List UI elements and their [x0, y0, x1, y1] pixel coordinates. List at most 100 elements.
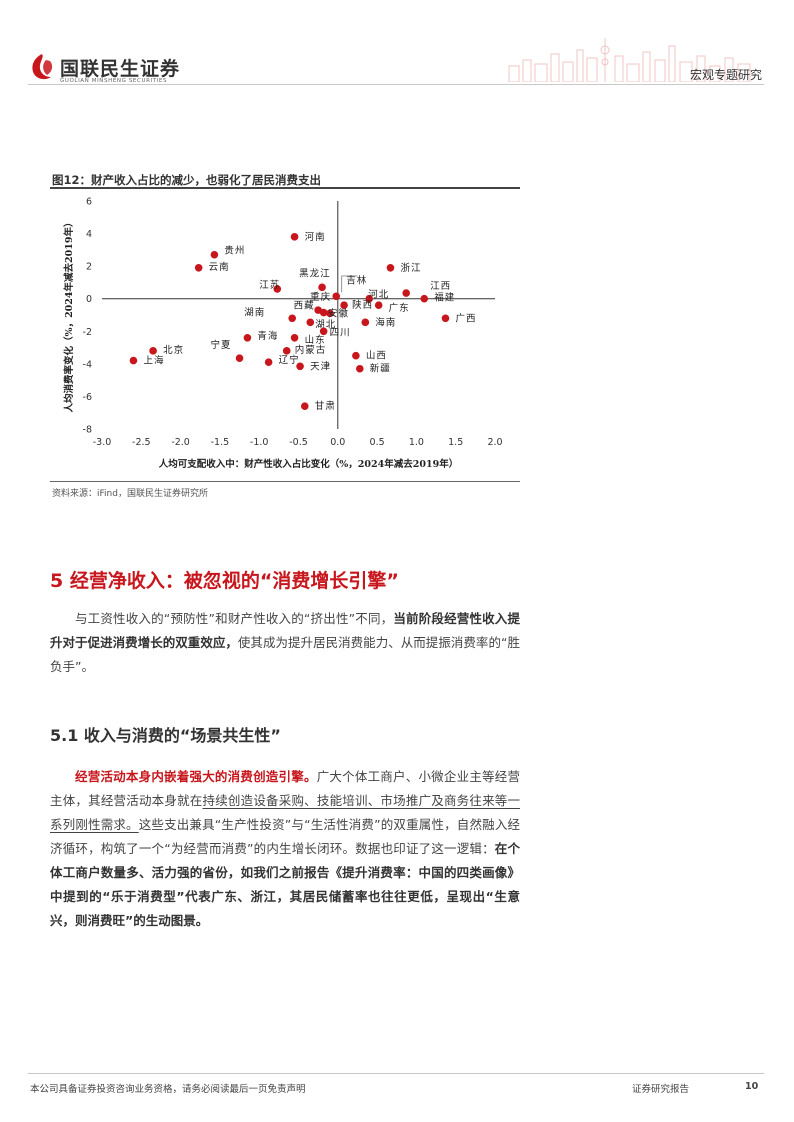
data-point: [441, 314, 450, 323]
x-tick-label: 0.5: [370, 437, 385, 448]
point-label: 河南: [305, 231, 326, 243]
point-label: 云南: [209, 261, 230, 273]
data-point: [235, 354, 244, 362]
data-point: [374, 301, 383, 310]
point-label: 新疆: [370, 363, 391, 375]
data-point: [264, 358, 273, 367]
footer-report-label: 证券研究报告: [632, 1084, 690, 1095]
skyline-decoration-icon: [508, 38, 751, 82]
data-point: [340, 301, 348, 310]
point-label: 江苏: [259, 279, 280, 291]
x-tick-label: -0.5: [289, 437, 308, 448]
data-point: [296, 362, 304, 371]
figure-top-rule: [50, 187, 520, 189]
point-label: 广东: [389, 302, 410, 314]
y-tick-label: -8: [83, 425, 92, 436]
footer-divider: [28, 1073, 764, 1074]
p2-lead-text: 经营活动本身内嵌着强大的消费创造引擎。: [75, 769, 317, 784]
y-tick-label: -4: [83, 359, 92, 370]
data-point: [290, 233, 299, 241]
point-label: 湖南: [244, 306, 265, 318]
point-label: 江西: [430, 281, 451, 292]
data-point: [210, 250, 219, 259]
section-5-paragraph: 与工资性收入的“预防性”和财产性收入的“挤出性”不同，当前阶段经营性收入提升对于…: [50, 607, 520, 679]
data-point: [290, 334, 299, 342]
figure-source: 资料来源：iFind，国联民生证券研究所: [52, 489, 208, 499]
p2-text-d: 这些支出兼具“生产性投资”与“生活性消费”的双重属性，自然融入经济循环，构筑了一…: [50, 817, 520, 856]
point-label: 海南: [375, 316, 396, 328]
x-axis-label: 人均可支配收入中：财产性收入占比变化（%，2024年减去2019年）: [159, 458, 458, 470]
page-number: 10: [745, 1081, 759, 1092]
point-label: 北京: [163, 344, 184, 356]
point-label: 山东: [305, 334, 326, 346]
p2-bold-text: 在个体工商户数量多、活力强的省份，如我们之前报告《提升消费率：中国的四类画像》中…: [50, 841, 520, 928]
point-label: 山西: [366, 351, 387, 362]
p1-text-a: 与工资性收入的“预防性”和财产性收入的“挤出性”不同，: [75, 611, 394, 626]
y-axis-label: 人均消费率变化（%，2024年减去2019年）: [63, 218, 75, 413]
x-tick-label: 1.5: [448, 437, 463, 448]
point-label: 上海: [143, 355, 164, 367]
jilin-leader-line: [341, 275, 358, 293]
data-point: [288, 314, 297, 323]
point-label: 吉林: [346, 274, 367, 286]
data-point: [386, 263, 395, 272]
x-tick-label: -3.0: [93, 437, 112, 448]
x-tick-label: 1.0: [409, 437, 424, 448]
x-tick-label: -1.0: [250, 437, 269, 448]
data-point: [361, 318, 370, 327]
figure-title: 图12：财产收入占比的减少，也弱化了居民消费支出: [52, 173, 322, 187]
y-tick-label: -6: [83, 392, 92, 403]
data-point: [332, 292, 341, 301]
data-point: [129, 356, 138, 365]
page-header: 国联民生证券 GUOLIAN MINSHENG SECURITIES 宏观专题研…: [0, 0, 794, 92]
section-5-1-paragraph: 经营活动本身内嵌着强大的消费创造引擎。广大个体工商户、小微企业主等经营主体，其经…: [50, 765, 520, 933]
point-label: 天津: [310, 361, 331, 372]
point-label: 四川: [330, 327, 351, 338]
point-label: 黑龙江: [299, 267, 331, 279]
y-tick-label: 2: [86, 262, 92, 273]
company-logo-icon: [32, 54, 53, 80]
data-point: [282, 347, 291, 355]
data-point: [149, 347, 157, 355]
point-label: 内蒙古: [295, 344, 327, 356]
point-label: 湖北: [315, 319, 336, 330]
point-label: 宁夏: [211, 339, 232, 351]
data-point: [365, 294, 374, 303]
data-point: [273, 285, 282, 293]
point-label: 安徽: [328, 307, 349, 319]
report-type-label: 宏观专题研究: [689, 68, 762, 82]
point-label: 广西: [455, 312, 476, 324]
point-label: 陕西: [352, 299, 373, 311]
data-point: [402, 289, 410, 297]
data-point: [319, 327, 328, 336]
section-5-heading: 5 经营净收入：被忽视的“消费增长引擎”: [50, 570, 399, 592]
x-tick-label: -1.5: [211, 437, 230, 448]
p1-bold-text: 当前阶段经营性收入提升对于促进消费增长的双重效应，: [50, 611, 520, 650]
company-name: 国联民生证券: [60, 58, 181, 80]
y-tick-label: -2: [83, 327, 92, 338]
data-point: [318, 283, 326, 292]
point-label: 甘肃: [315, 400, 336, 412]
p2-text-b: 广大个体工商户、小微企业主等经营主体，其经营活动本身就在: [50, 769, 520, 808]
company-name-en: GUOLIAN MINSHENG SECURITIES: [60, 78, 168, 84]
data-point: [194, 263, 203, 272]
data-point: [243, 334, 252, 342]
data-point: [356, 364, 364, 373]
data-point: [420, 294, 429, 303]
point-label: 福建: [434, 292, 455, 304]
data-point: [300, 402, 309, 410]
point-label: 浙江: [400, 262, 421, 274]
point-label: 青海: [257, 330, 278, 342]
header-divider: [28, 84, 764, 85]
point-label: 河北: [368, 289, 389, 301]
point-label: 贵州: [224, 245, 245, 257]
point-label: 辽宁: [279, 354, 300, 366]
data-point: [352, 351, 360, 360]
data-point: [306, 318, 315, 327]
x-tick-label: 0.0: [330, 437, 345, 448]
footer-disclaimer: 本公司具备证券投资咨询业务资格，请务必阅读最后一页免责声明: [30, 1084, 306, 1095]
point-label: 西藏: [294, 300, 315, 312]
figure-bottom-rule: [50, 481, 520, 482]
data-point: [319, 308, 328, 317]
x-tick-label: -2.0: [171, 437, 190, 448]
